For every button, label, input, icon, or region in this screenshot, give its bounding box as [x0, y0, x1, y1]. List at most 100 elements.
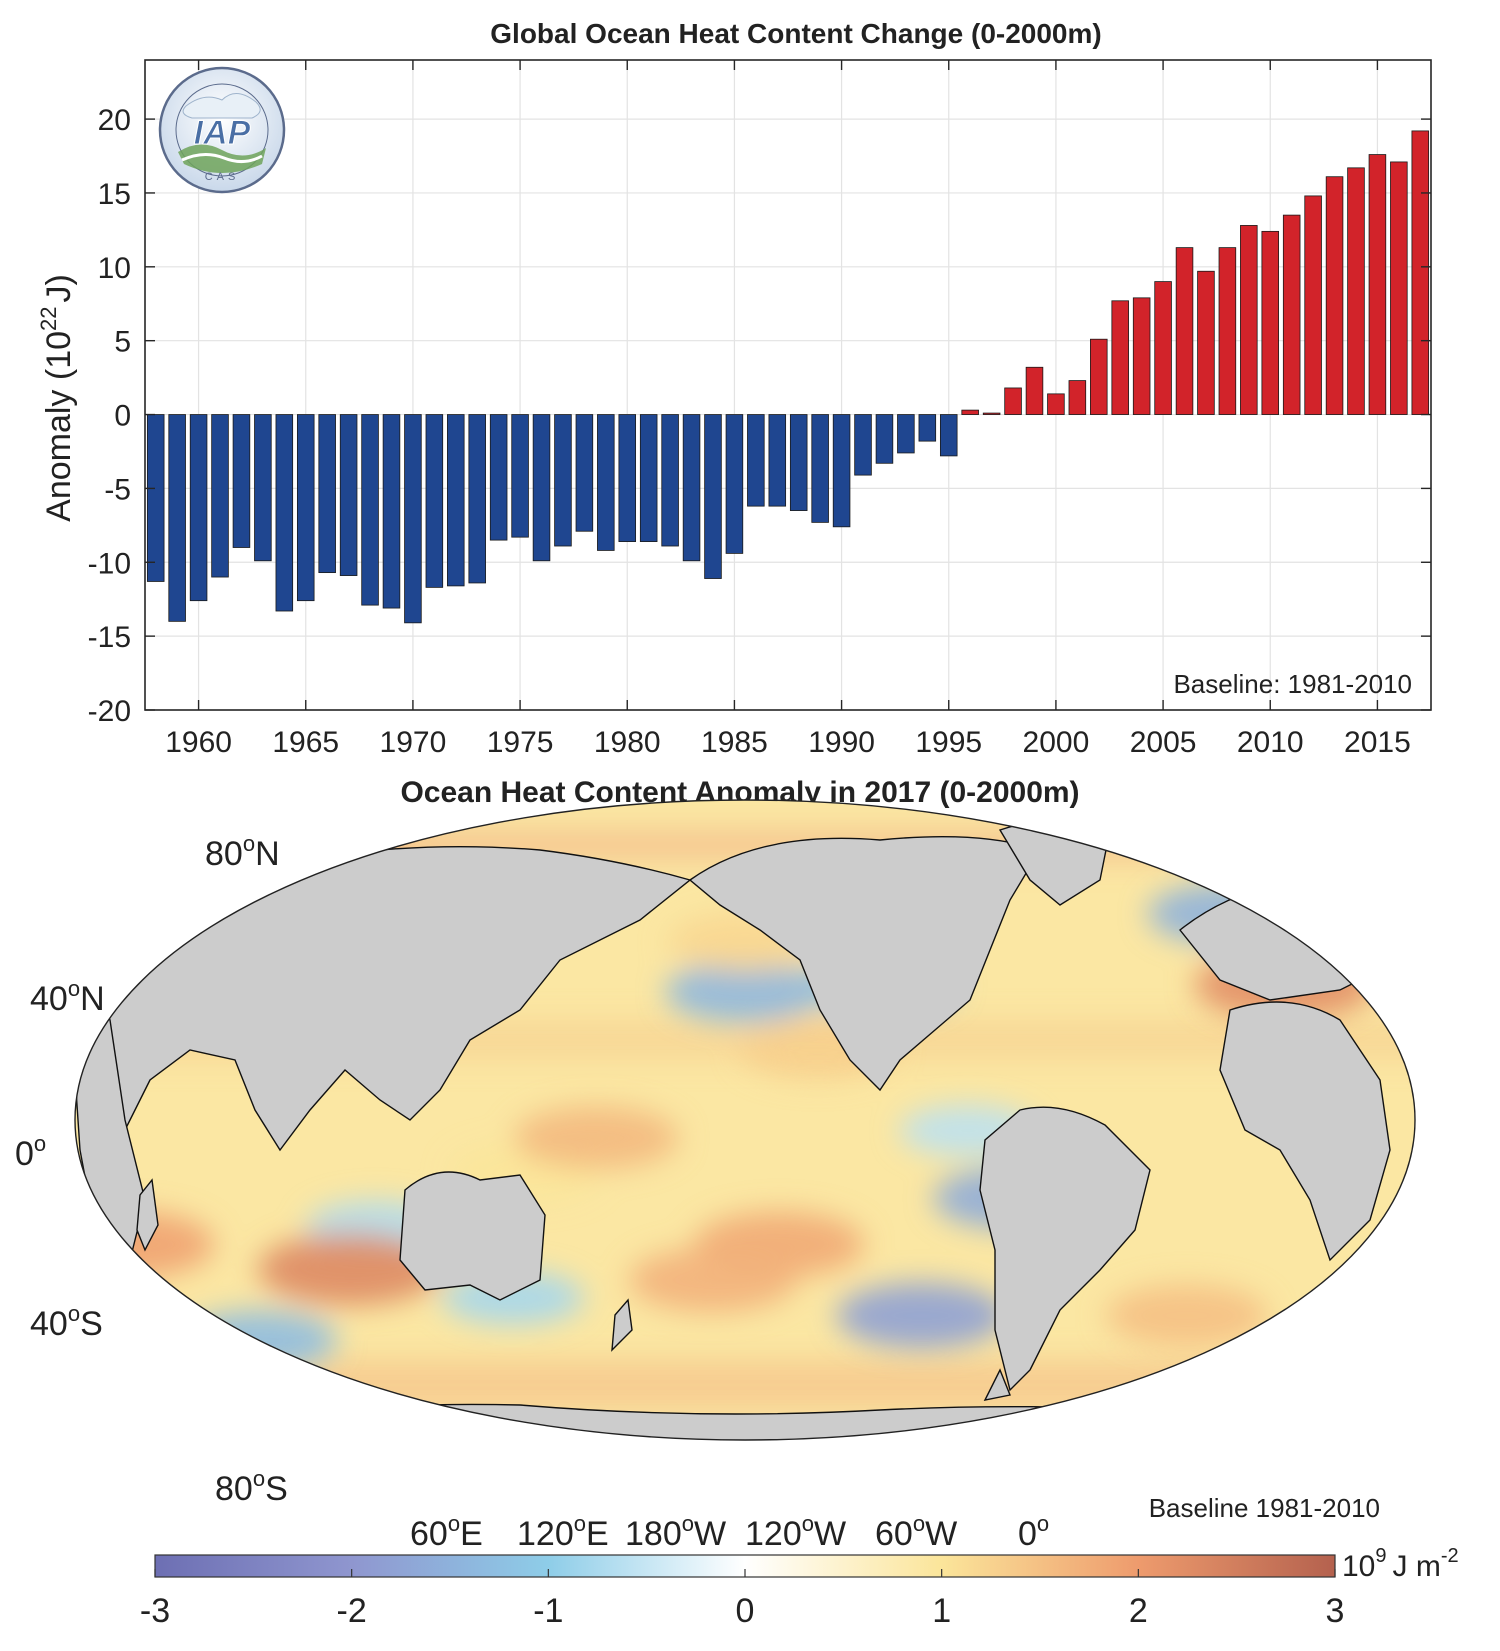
- bar-1992: [875, 414, 894, 464]
- x-tick-label: 2000: [1023, 726, 1090, 759]
- x-tick-label: 2010: [1237, 726, 1304, 759]
- x-tick-label: 2005: [1130, 726, 1197, 759]
- y-tick-label: -10: [88, 547, 131, 580]
- colorbar-tick-label: 1: [932, 1592, 951, 1630]
- colorbar-tick-label: 3: [1326, 1592, 1345, 1630]
- anomaly-patch: [628, 1247, 797, 1313]
- bar-1996: [961, 409, 979, 415]
- x-tick-label: 1980: [594, 726, 661, 759]
- bar-chart: Global Ocean Heat Content Change (0-2000…: [36, 18, 1432, 759]
- longitude-labels: 60oE 120oE 180oW 120oW 60oW 0o: [410, 1511, 1049, 1553]
- bar-1983: [682, 414, 701, 562]
- y-tick-label: -5: [104, 473, 131, 506]
- bar-1974: [489, 414, 508, 541]
- colorbar-tick-label: 0: [736, 1592, 755, 1630]
- bar-1987: [768, 414, 787, 507]
- bar-chart-bars: [146, 130, 1430, 624]
- bar-2015: [1368, 154, 1387, 415]
- anomaly-patch: [665, 961, 825, 1023]
- bar-1968: [361, 414, 379, 606]
- bar-1967: [339, 414, 358, 576]
- bar-1969: [382, 414, 401, 609]
- colorbar-tick-label: 2: [1129, 1592, 1148, 1630]
- y-label-main: Anomaly (10: [40, 331, 78, 522]
- x-tick-label: 1995: [915, 726, 982, 759]
- land-new-zealand: [611, 1298, 633, 1352]
- bar-1982: [661, 414, 679, 547]
- bar-1986: [747, 414, 765, 507]
- colorbar: -3 -2 -1 0 1 2 3 109 J m-2: [140, 1545, 1459, 1630]
- bar-1991: [854, 414, 872, 476]
- lat-label: 80oN: [205, 831, 280, 873]
- lon-label: 60oE: [410, 1511, 483, 1553]
- y-tick-label: 15: [98, 178, 131, 211]
- colorbar-unit-exp2: -2: [1441, 1545, 1459, 1567]
- bar-1975: [511, 414, 529, 538]
- bar-chart-title: Global Ocean Heat Content Change (0-2000…: [490, 18, 1101, 49]
- bar-1985: [725, 414, 744, 554]
- lat-label: 80oS: [215, 1466, 288, 1508]
- y-label-unit: J): [40, 274, 78, 302]
- lon-label: 180oW: [625, 1511, 726, 1553]
- anomaly-patch: [513, 1106, 679, 1170]
- bar-2003: [1111, 300, 1129, 415]
- bar-1970: [404, 414, 422, 624]
- land-australia: [399, 1171, 546, 1301]
- land-south-america: [979, 1106, 1151, 1392]
- bar-2010: [1261, 230, 1280, 415]
- bar-chart-baseline-note: Baseline: 1981-2010: [1173, 669, 1412, 699]
- latitude-labels: 80oN 40oN 0o 40oS 80oS: [15, 831, 288, 1508]
- bar-1998: [1004, 387, 1022, 415]
- bar-1963: [254, 414, 272, 562]
- bar-1993: [897, 414, 915, 454]
- bar-2011: [1282, 214, 1301, 415]
- colorbar-unit-base: 10: [1342, 1550, 1375, 1583]
- y-tick-label: 10: [98, 252, 131, 285]
- ohc-map: Ocean Heat Content Anomaly in 2017 (0-20…: [15, 776, 1416, 1553]
- map-outline: [74, 799, 1416, 1441]
- anomaly-patch: [1105, 1284, 1268, 1347]
- bar-1960: [189, 414, 208, 602]
- anomaly-patch: [257, 1233, 443, 1306]
- lon-label: 0o: [1018, 1511, 1049, 1553]
- iap-logo: IAP CAS: [158, 66, 286, 194]
- land-madagascar: [136, 1178, 159, 1252]
- bar-1976: [532, 414, 551, 562]
- y-tick-label: 0: [114, 400, 131, 433]
- bar-1971: [425, 414, 444, 588]
- x-tick-label: 1960: [165, 726, 232, 759]
- x-tick-label: 2015: [1344, 726, 1411, 759]
- bar-2002: [1090, 338, 1108, 415]
- land-north-america: [688, 835, 1042, 1092]
- bar-1977: [554, 414, 572, 547]
- colorbar-ticks: -3 -2 -1 0 1 2 3: [140, 1569, 1345, 1630]
- bar-2017: [1411, 130, 1430, 415]
- y-tick-label: -15: [88, 621, 131, 654]
- bar-2012: [1304, 195, 1322, 415]
- y-tick-label: 20: [98, 104, 131, 137]
- bar-1979: [597, 414, 615, 551]
- x-tick-label: 1990: [808, 726, 875, 759]
- bar-2000: [1047, 393, 1065, 415]
- bar-1959: [168, 414, 186, 622]
- colorbar-unit-exp: 9: [1375, 1545, 1386, 1567]
- bar-2005: [1154, 281, 1172, 415]
- colorbar-tick-label: -3: [140, 1592, 170, 1630]
- bar-1965: [296, 414, 315, 602]
- lon-label: 120oW: [745, 1511, 846, 1553]
- bar-1990: [832, 414, 851, 528]
- bar-1981: [639, 414, 658, 542]
- bar-1980: [618, 414, 637, 542]
- bar-2016: [1390, 161, 1408, 415]
- map-baseline-note: Baseline 1981-2010: [1149, 1493, 1380, 1523]
- bar-2001: [1068, 380, 1087, 415]
- lon-label: 60oW: [875, 1511, 957, 1553]
- bar-1961: [211, 414, 229, 578]
- bar-2008: [1218, 247, 1237, 415]
- bar-1973: [468, 414, 486, 584]
- bar-chart-grid: [145, 60, 1431, 711]
- bar-1966: [318, 414, 336, 574]
- bar-2007: [1197, 270, 1215, 415]
- colorbar-unit-mid: J m: [1393, 1550, 1441, 1583]
